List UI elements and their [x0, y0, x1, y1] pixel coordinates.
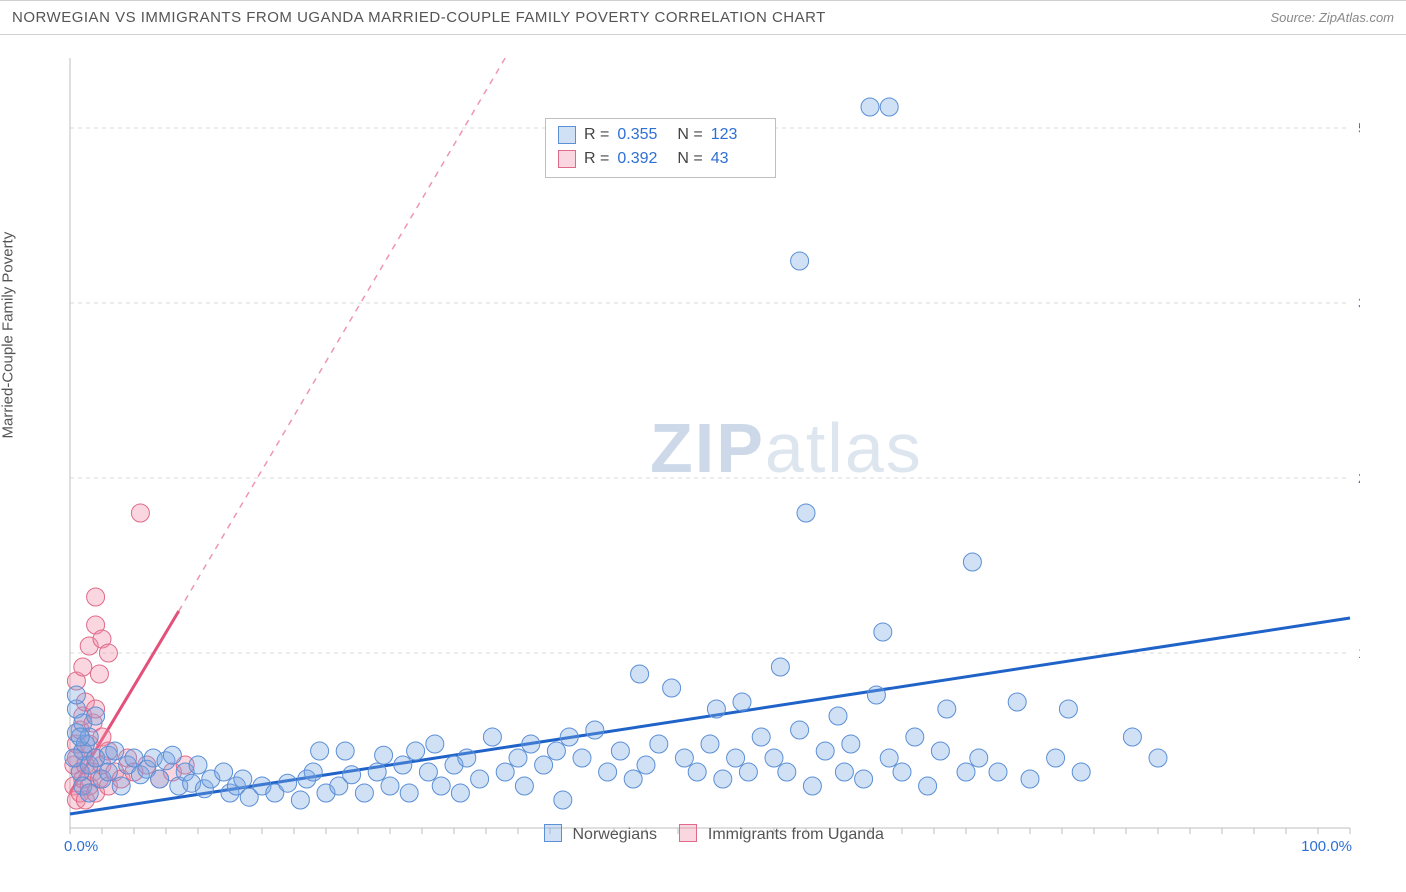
svg-text:37.5%: 37.5%: [1358, 295, 1360, 312]
n-label: N =: [677, 147, 702, 171]
correlation-row: R = 0.392 N = 43: [558, 147, 763, 171]
svg-text:25.0%: 25.0%: [1358, 470, 1360, 487]
legend-label: Norwegians: [573, 826, 657, 843]
r-value: 0.392: [617, 147, 669, 171]
legend-label: Immigrants from Uganda: [708, 826, 884, 843]
series-swatch: [558, 126, 576, 144]
correlation-box: R = 0.355 N = 123 R = 0.392 N = 43: [545, 118, 776, 178]
series-swatch: [558, 150, 576, 168]
svg-text:12.5%: 12.5%: [1358, 645, 1360, 662]
n-label: N =: [677, 123, 702, 147]
correlation-row: R = 0.355 N = 123: [558, 123, 763, 147]
svg-text:50.0%: 50.0%: [1358, 120, 1360, 137]
x-axis-max-label: 100.0%: [1301, 838, 1352, 855]
n-value: 123: [711, 123, 763, 147]
r-value: 0.355: [617, 123, 669, 147]
legend-swatch: [544, 824, 562, 842]
r-label: R =: [584, 123, 609, 147]
n-value: 43: [711, 147, 763, 171]
r-label: R =: [584, 147, 609, 171]
chart-source: Source: ZipAtlas.com: [1270, 10, 1394, 25]
legend-swatch: [679, 824, 697, 842]
chart-header: NORWEGIAN VS IMMIGRANTS FROM UGANDA MARR…: [0, 0, 1406, 35]
y-axis-label: Married-Couple Family Poverty: [0, 232, 17, 439]
chart-area: 12.5%25.0%37.5%50.0% ZIPatlas R = 0.355 …: [50, 58, 1360, 848]
bottom-legend: Norwegians Immigrants from Uganda: [50, 824, 1360, 844]
x-axis-min-label: 0.0%: [64, 838, 98, 855]
scatter-plot: 12.5% 25.0% 37.5% 50.0%: [50, 58, 1360, 858]
chart-title: NORWEGIAN VS IMMIGRANTS FROM UGANDA MARR…: [12, 9, 826, 26]
